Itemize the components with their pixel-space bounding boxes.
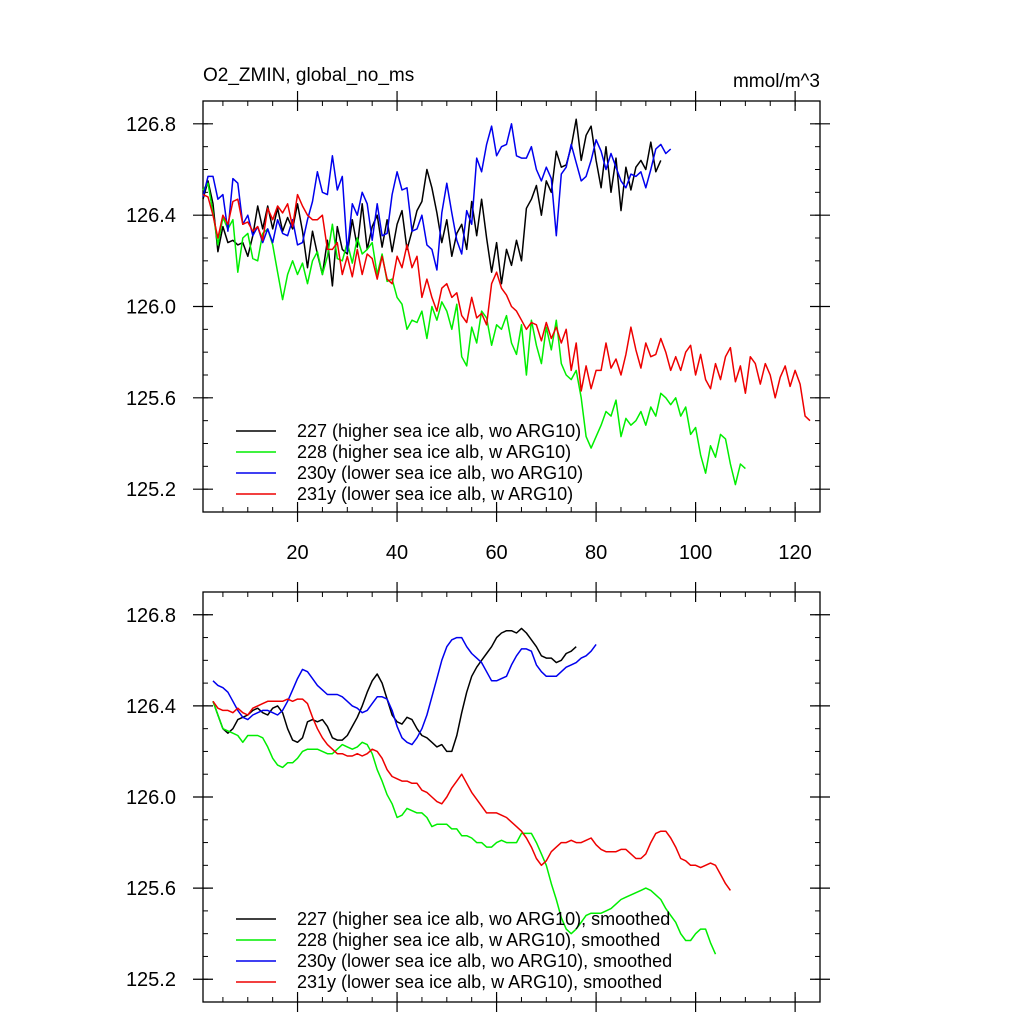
legend-entry-2: 230y (lower sea ice alb, wo ARG10), smoo… bbox=[297, 951, 672, 971]
x-tick-label: 20 bbox=[286, 542, 308, 564]
legend-entry-1: 228 (higher sea ice alb, w ARG10), smoot… bbox=[297, 930, 660, 950]
units-label: mmol/m^3 bbox=[733, 71, 820, 92]
chart-panel-bottom: 125.2 125.6 126.0 126.4 126.8 227 (higher sea… bbox=[126, 582, 830, 1012]
legend-entry-3: 231y (lower sea ice alb, w ARG10) bbox=[297, 484, 573, 504]
y-tick-label: 126.0 bbox=[126, 787, 176, 809]
x-tick-label: 120 bbox=[778, 542, 811, 564]
x-tick-label: 100 bbox=[679, 542, 712, 564]
series-line-1 bbox=[212, 701, 717, 955]
y-tick-label: 125.2 bbox=[126, 969, 176, 991]
legend-entry-2: 230y (lower sea ice alb, wo ARG10) bbox=[297, 463, 583, 483]
y-tick-label: 126.8 bbox=[126, 605, 176, 627]
y-tick-label: 126.0 bbox=[126, 297, 176, 319]
legend-entry-1: 228 (higher sea ice alb, w ARG10) bbox=[297, 442, 571, 462]
y-tick-label: 125.6 bbox=[126, 878, 176, 900]
series-line-0 bbox=[202, 118, 662, 287]
chart-title: O2_ZMIN, global_no_ms bbox=[203, 65, 414, 86]
chart-panel-top: O2_ZMIN, global_no_ms mmol/m^3 125.2 125.6 1… bbox=[126, 65, 830, 564]
x-tick-label: 40 bbox=[386, 542, 408, 564]
series-line-2 bbox=[202, 123, 672, 271]
y-tick-label: 125.6 bbox=[126, 388, 176, 410]
legend-entry-0: 227 (higher sea ice alb, wo ARG10) bbox=[297, 421, 581, 441]
y-tick-label: 125.2 bbox=[126, 479, 176, 501]
y-tick-label: 126.8 bbox=[126, 114, 176, 136]
y-tick-label: 126.4 bbox=[126, 696, 176, 718]
series-line-3 bbox=[202, 193, 811, 422]
x-tick-label: 60 bbox=[485, 542, 507, 564]
legend-entry-0: 227 (higher sea ice alb, wo ARG10), smoo… bbox=[297, 909, 670, 929]
series-line-2 bbox=[212, 636, 597, 746]
series-line-3 bbox=[212, 698, 732, 891]
legend-entry-3: 231y (lower sea ice alb, w ARG10), smoot… bbox=[297, 972, 662, 992]
y-tick-label: 126.4 bbox=[126, 205, 176, 227]
x-tick-label: 80 bbox=[585, 542, 607, 564]
series-line-1 bbox=[202, 182, 746, 486]
